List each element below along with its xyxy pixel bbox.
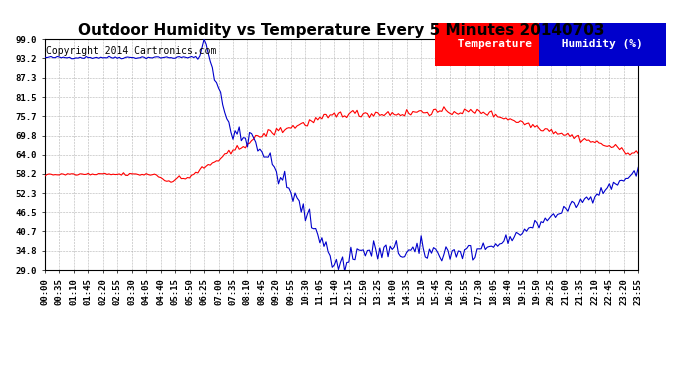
Text: Copyright 2014 Cartronics.com: Copyright 2014 Cartronics.com (46, 46, 217, 56)
Title: Outdoor Humidity vs Temperature Every 5 Minutes 20140703: Outdoor Humidity vs Temperature Every 5 … (78, 23, 605, 38)
Text: Humidity (%): Humidity (%) (555, 39, 650, 50)
Text: Temperature (°F): Temperature (°F) (451, 39, 573, 50)
